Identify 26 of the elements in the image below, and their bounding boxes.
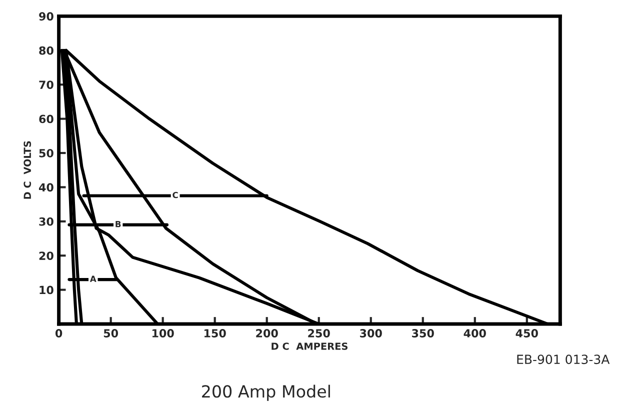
y-tick-label: 50	[39, 148, 54, 158]
x-tick-label: 150	[204, 329, 226, 338]
x-tick-label: 350	[412, 329, 434, 338]
annotation: A	[90, 276, 96, 282]
x-axis-title: D C AMPERES	[272, 342, 348, 350]
annotation: C	[172, 192, 178, 198]
x-tick-label: 250	[308, 329, 330, 338]
annotation: B	[116, 221, 121, 228]
y-tick-label: 70	[39, 80, 54, 89]
y-tick-label: 30	[39, 217, 54, 226]
y-tick-label: 90	[39, 12, 54, 21]
x-tick-label: 50	[104, 329, 118, 338]
x-tick-label: 300	[360, 329, 382, 338]
x-tick-label: 0	[55, 329, 62, 338]
x-tick-label: 200	[256, 329, 278, 338]
y-tick-label: 20	[39, 252, 54, 260]
x-tick-label: 100	[152, 329, 174, 338]
text: EB-901 013-3A	[517, 354, 610, 364]
y-tick-label: 60	[39, 114, 54, 124]
y-axis-title: D C VOLTS	[24, 141, 32, 199]
x-tick-label: 450	[516, 329, 538, 338]
x-tick-label: 400	[464, 329, 486, 338]
y-tick-label: 40	[38, 183, 54, 192]
text: 200 Amp Model	[202, 384, 330, 401]
y-tick-label: 10	[40, 286, 54, 294]
y-tick-label: 80	[39, 46, 54, 55]
